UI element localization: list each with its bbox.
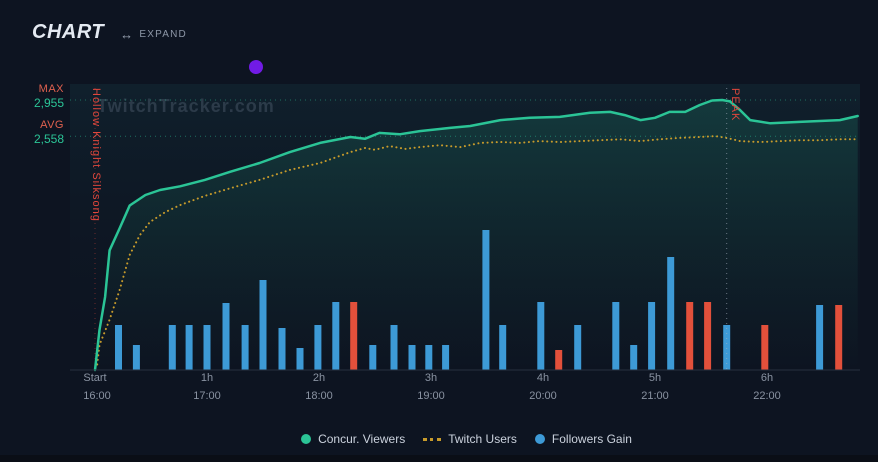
x-axis-time-label-1: 17:00	[193, 390, 221, 402]
game-change-marker-label: Hollow Knight Silksong	[90, 88, 102, 222]
max-label: MAX	[38, 83, 64, 95]
x-axis-hour-label-1: 1h	[200, 372, 214, 384]
x-axis-time-label-4: 20:00	[529, 390, 557, 402]
x-axis-hour-label-2: 2h	[312, 372, 326, 384]
viewers-dot-icon	[301, 434, 312, 444]
y-axis-avg-block: AVG 2,558	[0, 118, 64, 146]
expand-arrows-icon: ↔	[120, 27, 135, 42]
max-value: 2,955	[33, 96, 64, 110]
x-axis-hour-label-6: 6h	[760, 372, 774, 384]
expand-label: EXPAND	[139, 29, 187, 40]
chart-header: CHART ↔ EXPAND	[32, 21, 187, 44]
legend-label-twitch-users: Twitch Users	[448, 432, 517, 446]
x-axis-hour-label-4: 4h	[536, 372, 550, 384]
x-axis-time-label-0: 16:00	[83, 390, 111, 402]
x-axis-hour-label-3: 3h	[424, 372, 438, 384]
x-axis-hour-label-0: Start	[83, 372, 107, 384]
legend-label-followers: Followers Gain	[551, 432, 632, 446]
footer-strip	[0, 455, 878, 462]
avg-label: AVG	[40, 119, 64, 131]
legend-item-followers[interactable]: Followers Gain	[534, 432, 632, 446]
x-axis-time-label-6: 22:00	[753, 390, 781, 402]
x-axis-hour-label-5: 5h	[648, 372, 662, 384]
expand-button[interactable]: ↔ EXPAND	[120, 28, 187, 44]
avg-value: 2,558	[33, 132, 64, 146]
x-axis-time-label-2: 18:00	[305, 390, 333, 402]
legend-item-viewers[interactable]: Concur. Viewers	[301, 432, 405, 446]
followers-dot-icon	[534, 434, 545, 444]
legend-item-twitch-users[interactable]: Twitch Users	[423, 432, 517, 446]
purple-dot-marker	[249, 60, 263, 74]
chart-legend: Concur. Viewers Twitch Users Followers G…	[0, 432, 878, 446]
page-title: CHART	[32, 21, 105, 43]
peak-marker-label: PEAK	[729, 88, 741, 122]
x-axis-time-label-5: 21:00	[641, 390, 669, 402]
legend-label-viewers: Concur. Viewers	[318, 432, 406, 446]
users-dotted-icon	[423, 437, 442, 441]
x-axis-time-label-3: 19:00	[417, 390, 445, 402]
y-axis-max-block: MAX 2,955	[0, 82, 64, 110]
